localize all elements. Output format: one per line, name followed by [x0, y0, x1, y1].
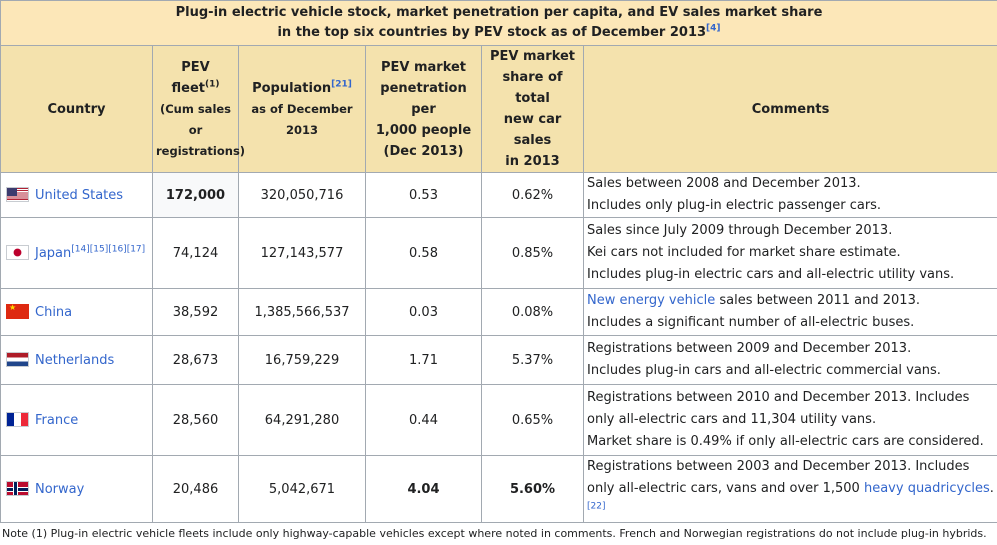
comment-cell: Registrations between 2010 and December … [584, 385, 997, 456]
comment-cell: New energy vehicle sales between 2011 an… [584, 289, 997, 336]
country-cell: France [1, 385, 153, 456]
fleet-cell: 74,124 [153, 218, 239, 289]
share-cell: 0.85% [482, 218, 584, 289]
header-comments: Comments [584, 46, 997, 173]
country-cell: Japan[14][15][16][17] [1, 218, 153, 289]
population-cell: 64,291,280 [239, 385, 366, 456]
table-row: France 28,560 64,291,280 0.44 0.65% Regi… [1, 385, 997, 456]
header-country: Country [1, 46, 153, 173]
china-flag-icon [6, 304, 29, 319]
comment-cell: Sales since July 2009 through December 2… [584, 218, 997, 289]
heavy-quadricycles-link[interactable]: heavy quadricycles [864, 481, 990, 496]
penetration-cell: 4.04 [366, 456, 482, 523]
caption-reference-link[interactable]: [4] [706, 24, 721, 34]
penetration-cell: 0.58 [366, 218, 482, 289]
japan-flag-icon [6, 245, 29, 260]
fleet-cell: 28,673 [153, 336, 239, 385]
fleet-cell: 172,000 [153, 173, 239, 218]
population-cell: 5,042,671 [239, 456, 366, 523]
share-cell: 5.60% [482, 456, 584, 523]
country-cell: Norway [1, 456, 153, 523]
table-row: United States 172,000 320,050,716 0.53 0… [1, 173, 997, 218]
comment-cell: Registrations between 2009 and December … [584, 336, 997, 385]
pev-stock-table: Plug-in electric vehicle stock, market p… [0, 0, 997, 523]
share-cell: 5.37% [482, 336, 584, 385]
population-cell: 127,143,577 [239, 218, 366, 289]
country-link-france[interactable]: France [35, 413, 78, 428]
caption-line-2: in the top six countries by PEV stock as… [277, 25, 706, 40]
header-row: Country PEV fleet(1) (Cum sales or regis… [1, 46, 997, 173]
penetration-cell: 1.71 [366, 336, 482, 385]
share-cell: 0.08% [482, 289, 584, 336]
japan-reference-links[interactable]: [14][15][16][17] [71, 245, 145, 255]
header-penetration: PEV market penetration per 1,000 people … [366, 46, 482, 173]
table-row: China 38,592 1,385,566,537 0.03 0.08% Ne… [1, 289, 997, 336]
netherlands-flag-icon [6, 352, 29, 367]
penetration-cell: 0.53 [366, 173, 482, 218]
country-cell: United States [1, 173, 153, 218]
share-cell: 0.62% [482, 173, 584, 218]
table-row: Japan[14][15][16][17] 74,124 127,143,577… [1, 218, 997, 289]
norway-flag-icon [6, 481, 29, 496]
table-row: Norway 20,486 5,042,671 4.04 5.60% Regis… [1, 456, 997, 523]
caption-line-1: Plug-in electric vehicle stock, market p… [176, 5, 823, 20]
country-cell: Netherlands [1, 336, 153, 385]
population-cell: 1,385,566,537 [239, 289, 366, 336]
population-cell: 16,759,229 [239, 336, 366, 385]
header-population: Population[21] as of December 2013 [239, 46, 366, 173]
comment-cell: Sales between 2008 and December 2013. In… [584, 173, 997, 218]
country-link-china[interactable]: China [35, 305, 72, 320]
country-link-netherlands[interactable]: Netherlands [35, 353, 114, 368]
new-energy-vehicle-link[interactable]: New energy vehicle [587, 293, 715, 308]
us-flag-icon [6, 187, 29, 202]
population-reference-link[interactable]: [21] [331, 79, 352, 89]
penetration-cell: 0.44 [366, 385, 482, 456]
table-caption: Plug-in electric vehicle stock, market p… [1, 1, 997, 46]
share-cell: 0.65% [482, 385, 584, 456]
fleet-cell: 28,560 [153, 385, 239, 456]
fleet-cell: 38,592 [153, 289, 239, 336]
population-cell: 320,050,716 [239, 173, 366, 218]
country-cell: China [1, 289, 153, 336]
header-market-share: PEV market share of total new car sales … [482, 46, 584, 173]
table-footnote: Note (1) Plug-in electric vehicle fleets… [0, 523, 997, 545]
country-link-japan[interactable]: Japan [35, 246, 71, 261]
country-link-united-states[interactable]: United States [35, 188, 123, 203]
fleet-cell: 20,486 [153, 456, 239, 523]
table-row: Netherlands 28,673 16,759,229 1.71 5.37%… [1, 336, 997, 385]
country-link-norway[interactable]: Norway [35, 482, 84, 497]
norway-reference-link[interactable]: [22] [587, 502, 605, 512]
header-pev-fleet: PEV fleet(1) (Cum sales or registrations… [153, 46, 239, 173]
comment-cell: Registrations between 2003 and December … [584, 456, 997, 523]
france-flag-icon [6, 412, 29, 427]
penetration-cell: 0.03 [366, 289, 482, 336]
